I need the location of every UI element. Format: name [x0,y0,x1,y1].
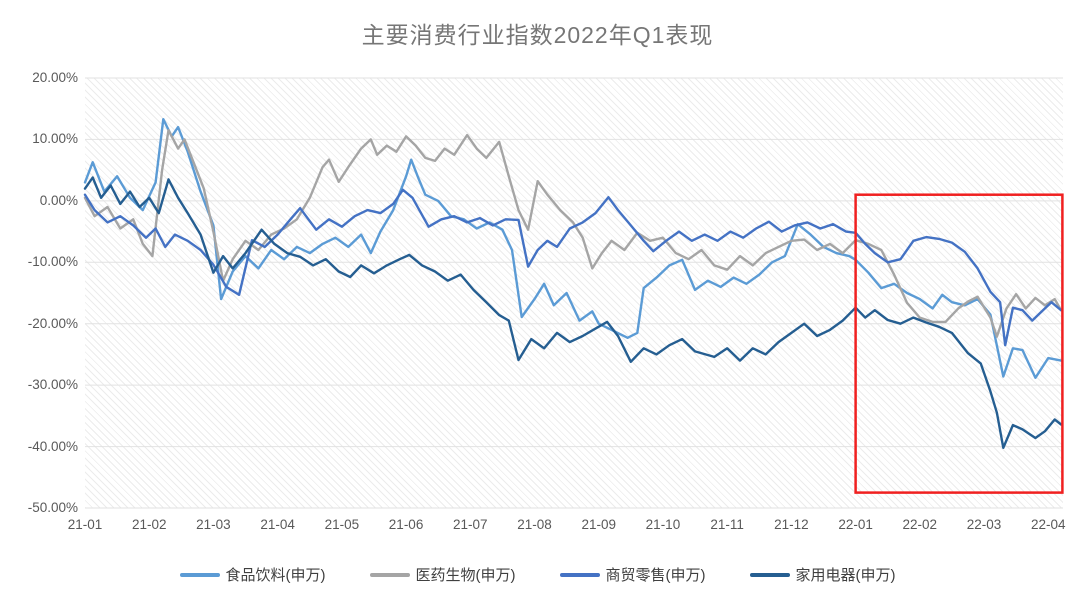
y-axis-label: -20.00% [27,315,78,331]
x-axis-label: 21-11 [710,517,744,532]
chart-canvas [83,77,1064,509]
y-axis-label: -10.00% [27,254,78,270]
x-axis-label: 22-01 [838,517,873,532]
series-line-home-appliance [83,176,1063,449]
x-axis-label: 21-03 [196,517,231,532]
legend-item-retail-trade: 商贸零售(申万) [559,564,706,585]
y-axis-label: -40.00% [27,438,78,454]
x-axis-label: 21-01 [67,517,103,532]
x-axis-label: 21-10 [645,517,681,532]
legend-item-pharma-bio: 医药生物(申万) [369,564,516,585]
y-axis-label: -50.00% [27,500,78,515]
legend-label-food-beverage: 食品饮料(申万) [225,567,326,584]
legend-item-food-beverage: 食品饮料(申万) [179,564,326,585]
legend-item-home-appliance: 家用电器(申万) [749,564,896,585]
x-axis-label: 21-04 [260,517,295,532]
x-axis-label: 22-03 [966,517,1002,532]
legend-label-retail-trade: 商贸零售(申万) [605,567,706,584]
x-axis-label: 22-02 [902,517,938,532]
x-axis-label: 21-06 [388,517,424,532]
series-line-pharma-bio [83,129,1063,338]
series-line-food-beverage [83,118,1063,379]
y-axis-label: 0.00% [39,192,78,208]
legend: 食品饮料(申万) 医药生物(申万) 商贸零售(申万) 家用电器(申万) [0,564,1075,585]
x-axis-label: 21-07 [453,517,488,532]
x-axis-label: 21-05 [324,517,360,532]
x-axis-label: 21-12 [774,517,809,532]
legend-swatch-pharma-bio [369,572,410,577]
y-axis-label: 10.00% [32,131,78,147]
legend-swatch-home-appliance [749,572,790,577]
legend-label-home-appliance: 家用电器(申万) [795,567,896,584]
plot-area [83,77,1064,509]
y-axis-label: 20.00% [32,70,78,85]
legend-label-pharma-bio: 医药生物(申万) [415,567,516,584]
q1-2022-highlight-box [854,193,1064,494]
chart-title: 主要消费行业指数2022年Q1表现 [361,22,714,48]
legend-swatch-food-beverage [179,572,220,577]
x-axis-label: 21-08 [517,517,552,532]
x-axis-label: 22-04 [1030,517,1066,532]
legend-swatch-retail-trade [559,572,600,577]
x-axis-label: 21-02 [131,517,167,532]
series-line-retail-trade [83,188,1063,347]
y-axis: 20.00% 10.00% 0.00% -10.00% -20.00% -30.00% -4… [0,0,78,595]
x-axis-label: 21-09 [581,517,616,532]
y-axis-label: -30.00% [27,377,78,393]
